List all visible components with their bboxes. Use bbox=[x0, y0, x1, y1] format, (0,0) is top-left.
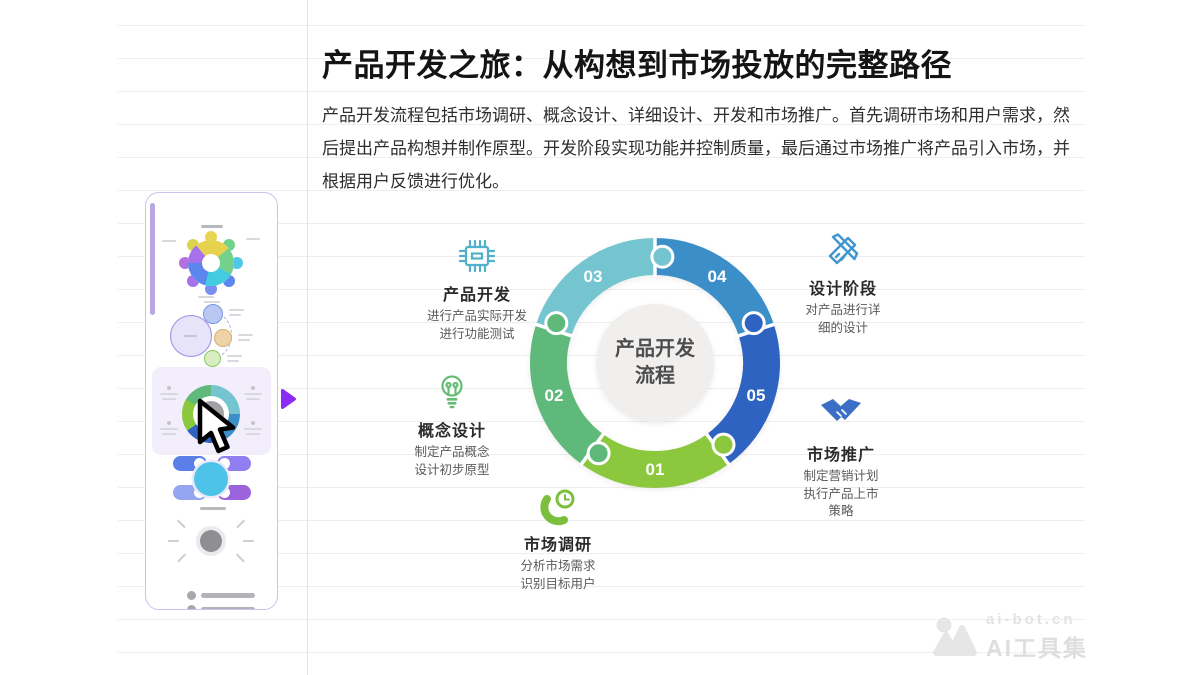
step-desc-line: 设计初步原型 bbox=[414, 462, 490, 477]
step-desc-line: 制定产品概念 bbox=[414, 445, 490, 459]
segment-number-03: 03 bbox=[583, 267, 603, 286]
step-title: 概念设计 bbox=[417, 423, 486, 440]
step-desc-line: 识别目标用户 bbox=[520, 576, 596, 591]
segment-number-02: 02 bbox=[544, 386, 564, 405]
thumb-line bbox=[238, 339, 250, 341]
row-bar bbox=[201, 593, 255, 598]
center-circle bbox=[194, 462, 228, 496]
puzzle-tab-02b bbox=[544, 311, 569, 336]
segment-number-01: 01 bbox=[645, 460, 665, 479]
step-title: 市场调研 bbox=[523, 537, 592, 554]
thumb-line bbox=[198, 296, 214, 298]
step-desc: 对产品进行详 细的设计 bbox=[773, 302, 913, 337]
panel-scrollbar[interactable] bbox=[150, 203, 155, 315]
step-desc-line: 进行产品实际开发 bbox=[426, 309, 527, 323]
thumb-dash bbox=[184, 335, 197, 337]
row-dot bbox=[187, 591, 196, 600]
step-desc-line: 策略 bbox=[828, 504, 854, 518]
puzzle-ring-diagram[interactable] bbox=[505, 213, 805, 513]
mouse-cursor-icon bbox=[196, 398, 244, 461]
thumb-line bbox=[162, 240, 176, 242]
center-title-line2: 流程 bbox=[635, 365, 675, 387]
step-desc-line: 对产品进行详 bbox=[805, 303, 881, 317]
row-dot bbox=[187, 605, 196, 609]
handshake-icon bbox=[771, 396, 911, 438]
radial-center bbox=[200, 530, 222, 552]
lightbulb-icon bbox=[372, 372, 532, 414]
thumb-line bbox=[204, 301, 220, 303]
thumb-line bbox=[246, 238, 260, 240]
pencil-ruler-icon bbox=[773, 230, 913, 272]
step-desc-line: 制定营销计划 bbox=[803, 469, 879, 483]
watermark: ai-bot.cn AI工具集 bbox=[930, 611, 1088, 663]
puzzle-tab-01 bbox=[711, 432, 736, 457]
puzzle-tab-05 bbox=[741, 311, 766, 336]
segment-arc-02[interactable] bbox=[529, 324, 604, 465]
step-title: 市场推广 bbox=[806, 447, 875, 464]
ai-bot-logo-icon bbox=[933, 617, 977, 656]
segment-number-05: 05 bbox=[746, 386, 766, 405]
watermark-domain: ai-bot.cn bbox=[986, 611, 1076, 628]
step-label-02[interactable]: 概念设计 制定产品概念 设计初步原型 bbox=[372, 372, 532, 479]
green-node bbox=[204, 350, 221, 367]
play-button[interactable] bbox=[281, 389, 296, 414]
step-desc: 分析市场需求 识别目标用户 bbox=[478, 558, 638, 593]
step-desc-line: 细的设计 bbox=[817, 320, 868, 335]
phone-clock-icon bbox=[478, 486, 638, 528]
center-title-line1: 产品开发 bbox=[615, 338, 695, 360]
row-bar bbox=[201, 607, 255, 609]
pill bbox=[217, 485, 251, 500]
watermark-name: AI工具集 bbox=[986, 635, 1088, 661]
thumb-line bbox=[229, 309, 244, 311]
pill bbox=[217, 456, 251, 471]
step-label-05[interactable]: 市场推广 制定营销计划 执行产品上市 策略 bbox=[771, 396, 911, 521]
step-desc-line: 分析市场需求 bbox=[520, 559, 596, 573]
step-title: 产品开发 bbox=[442, 287, 511, 304]
step-desc: 制定营销计划 执行产品上市 策略 bbox=[771, 468, 911, 521]
step-desc-line: 进行功能测试 bbox=[439, 326, 515, 341]
blue-node bbox=[203, 304, 223, 324]
puzzle-tab-03 bbox=[650, 244, 675, 269]
puzzle-tab-02a bbox=[586, 441, 611, 466]
slide-title[interactable]: 产品开发之旅：从构想到市场投放的完整路径 bbox=[322, 48, 952, 83]
step-title: 设计阶段 bbox=[808, 281, 877, 298]
orange-node bbox=[214, 329, 232, 347]
slide-description[interactable]: 产品开发流程包括市场调研、概念设计、详细设计、开发和市场推广。首先调研市场和用户… bbox=[322, 106, 1070, 191]
gear-graphic bbox=[188, 240, 234, 286]
thumb-line bbox=[229, 314, 241, 316]
diagram-center-title: 产品开发 流程 bbox=[585, 336, 725, 390]
step-label-03[interactable]: 产品开发 进行产品实际开发 进行功能测试 bbox=[397, 236, 557, 343]
step-desc: 制定产品概念 设计初步原型 bbox=[372, 444, 532, 479]
thumb-dash bbox=[200, 507, 226, 510]
segment-number-04: 04 bbox=[707, 267, 727, 286]
thumb-line bbox=[238, 334, 253, 336]
panel-canvas-divider bbox=[307, 0, 308, 675]
thumb-line bbox=[227, 355, 242, 357]
chip-icon bbox=[397, 236, 557, 278]
step-desc-line: 执行产品上市 bbox=[803, 486, 879, 501]
center-circle bbox=[596, 304, 714, 422]
big-circle bbox=[170, 315, 212, 357]
step-label-04[interactable]: 设计阶段 对产品进行详 细的设计 bbox=[773, 230, 913, 337]
thumb-dash bbox=[201, 225, 223, 228]
step-desc: 进行产品实际开发 进行功能测试 bbox=[397, 308, 557, 343]
step-label-01[interactable]: 市场调研 分析市场需求 识别目标用户 bbox=[478, 486, 638, 593]
thumb-line bbox=[227, 360, 239, 362]
